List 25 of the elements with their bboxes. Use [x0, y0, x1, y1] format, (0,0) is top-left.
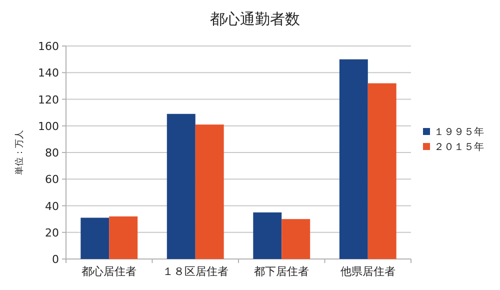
y-tick-label: 120: [38, 93, 59, 106]
bar: [368, 83, 396, 259]
y-tick-label: 40: [45, 200, 59, 213]
y-tick-label: 100: [38, 120, 59, 133]
chart-title: 都心通勤者数: [210, 10, 300, 28]
bar: [195, 124, 224, 259]
y-tick-label: 20: [45, 226, 59, 240]
y-tick-label: 60: [45, 173, 59, 186]
x-tick-label: 他県居住者: [340, 265, 396, 278]
x-tick-label: 都心居住者: [82, 265, 137, 278]
bar: [339, 59, 368, 259]
y-tick-label: 0: [52, 253, 59, 266]
bar: [109, 216, 138, 259]
y-tick-label: 160: [38, 40, 59, 53]
y-axis-title: 単位：万人: [14, 130, 25, 175]
y-tick-label: 140: [38, 66, 59, 80]
y-tick-label: 80: [45, 146, 59, 160]
bar: [80, 218, 110, 259]
bar: [166, 114, 196, 259]
bar: [253, 212, 282, 259]
x-tick-label: 都下居住者: [254, 265, 310, 278]
x-tick-label: １８区居住者: [162, 265, 228, 278]
legend-label: ２０１５年: [434, 141, 484, 153]
legend-label: １９９５年: [434, 126, 484, 138]
bar: [282, 219, 310, 259]
